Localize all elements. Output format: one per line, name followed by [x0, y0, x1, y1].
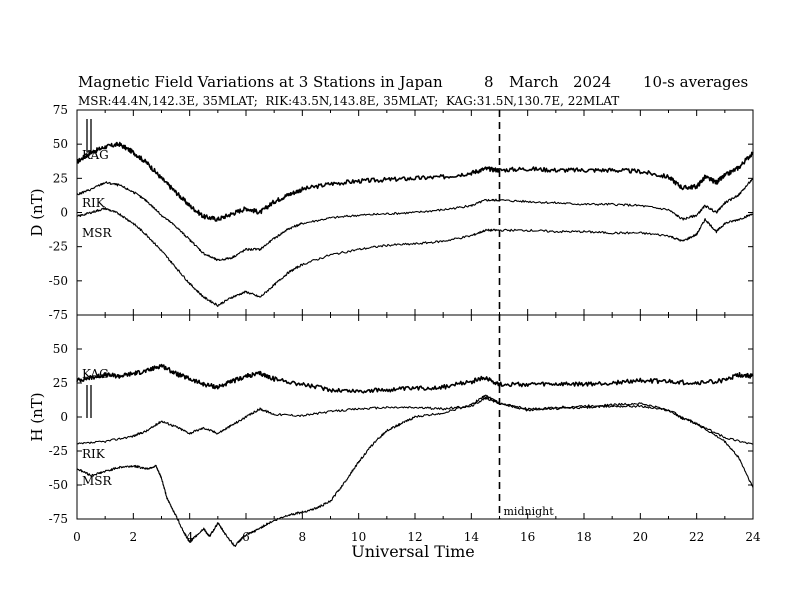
series-line-kag — [76, 363, 754, 394]
y-tick-label: -75 — [49, 512, 68, 526]
series-label-msr: MSR — [82, 226, 113, 240]
y-tick-label: 50 — [53, 137, 68, 151]
x-tick-label: 22 — [689, 530, 704, 544]
x-tick-label: 16 — [520, 530, 535, 544]
date-month: March — [509, 73, 559, 91]
stations-subtitle: MSR:44.4N,142.3E, 35MLAT; RIK:43.5N,143.… — [78, 94, 620, 108]
series-line-kag — [76, 141, 754, 222]
chart-title: Magnetic Field Variations at 3 Stations … — [78, 73, 443, 91]
x-tick-label: 4 — [186, 530, 194, 544]
x-tick-label: 8 — [299, 530, 307, 544]
x-tick-label: 12 — [407, 530, 422, 544]
y-tick-label: -50 — [49, 478, 68, 492]
panel-top-frame — [76, 109, 754, 316]
series-label-kag: KAG — [82, 367, 109, 381]
series-layer — [76, 110, 754, 547]
x-tick-label: 2 — [130, 530, 138, 544]
label-layer: 75 50 25 0 -25 -50 -75 D (nT) KAG RIK MSR 50 25 0 -25 -… — [28, 103, 761, 561]
y-tick-label: 0 — [60, 206, 68, 220]
series-label-msr: MSR — [82, 474, 113, 488]
y-tick-label: -75 — [49, 308, 68, 322]
y-tick-label: 75 — [53, 103, 68, 117]
y-tick-label: -25 — [49, 240, 68, 254]
x-tick-label: 10 — [351, 530, 366, 544]
series-label-rik: RIK — [82, 196, 106, 210]
y-tick-label: -50 — [49, 274, 68, 288]
y-tick-label: 25 — [53, 171, 68, 185]
date-day: 8 — [484, 73, 494, 91]
series-line-rik — [77, 396, 754, 445]
y-tick-label: 25 — [53, 376, 68, 390]
averaging-label: 10-s averages — [643, 73, 749, 91]
x-tick-label: 18 — [576, 530, 591, 544]
x-tick-label: 20 — [633, 530, 648, 544]
series-line-msr — [76, 206, 754, 308]
date-year: 2024 — [573, 73, 612, 91]
midnight-label: midnight — [504, 505, 555, 518]
series-label-kag: KAG — [82, 148, 109, 162]
y-tick-label: 0 — [60, 410, 68, 424]
series-line-rik — [76, 178, 754, 262]
scale-bars — [86, 119, 92, 418]
x-tick-label: 14 — [464, 530, 480, 544]
x-tick-label: 6 — [242, 530, 250, 544]
y-axis-label: H (nT) — [28, 392, 46, 441]
y-tick-label: -25 — [49, 444, 68, 458]
series-line-msr — [76, 394, 754, 547]
x-tick-label: 0 — [73, 530, 81, 544]
y-tick-label: 50 — [53, 342, 68, 356]
y-axis-label: D (nT) — [28, 188, 46, 236]
series-label-rik: RIK — [82, 447, 106, 461]
x-tick-label: 24 — [745, 530, 761, 544]
x-axis-label: Universal Time — [351, 542, 474, 561]
